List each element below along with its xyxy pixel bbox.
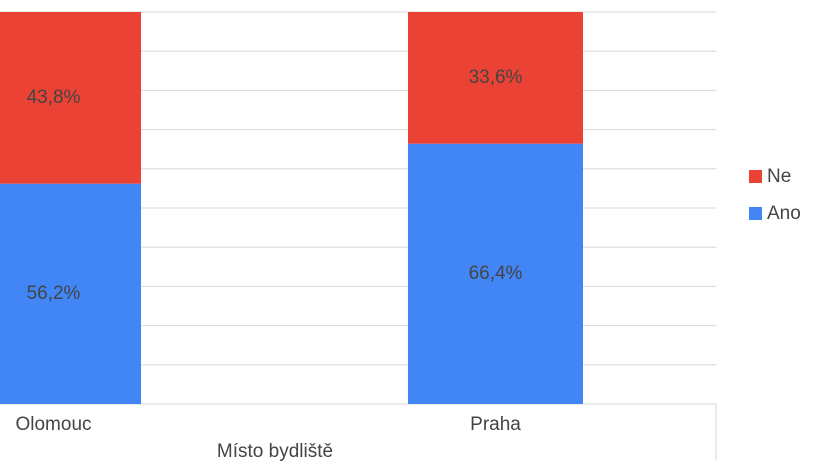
bar-segment	[0, 183, 141, 404]
legend-label: Ne	[767, 166, 791, 187]
x-tick-label: Olomouc	[15, 414, 91, 435]
bar-segment	[0, 12, 141, 184]
data-label: 66,4%	[469, 263, 523, 284]
x-tick-label: Praha	[470, 414, 521, 435]
legend-swatch	[749, 170, 762, 183]
x-axis-label: Místo bydliště	[217, 441, 333, 462]
data-label: 56,2%	[27, 283, 81, 304]
legend-label: Ano	[767, 203, 801, 224]
bar-segment	[408, 143, 583, 404]
bar-segment	[408, 12, 583, 144]
data-label: 33,6%	[469, 67, 523, 88]
data-label: 43,8%	[27, 87, 81, 108]
legend-swatch	[749, 207, 762, 220]
